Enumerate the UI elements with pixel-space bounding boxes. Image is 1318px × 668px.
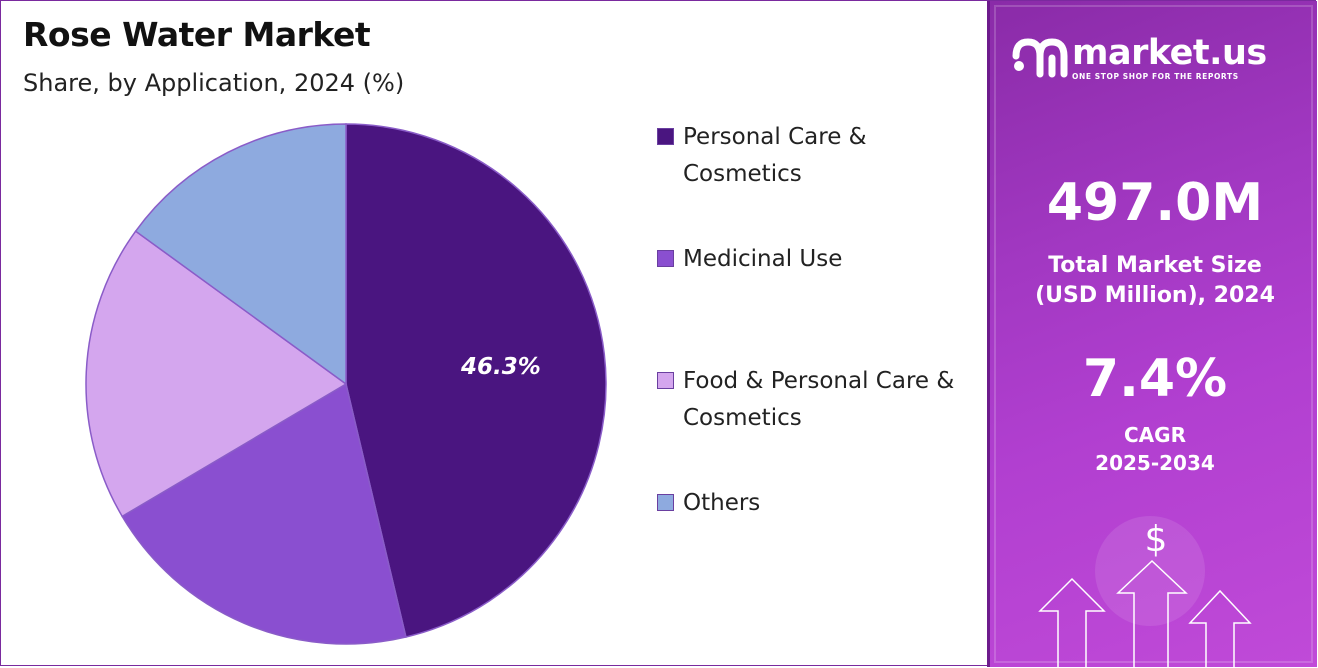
market-us-logo-icon xyxy=(1012,38,1068,78)
panel-inner-border xyxy=(994,5,1313,663)
pie-slice-personal-care-cosmetics xyxy=(345,123,607,638)
growth-arrows-decoration: $ xyxy=(1038,516,1252,667)
legend-label: Personal Care & Cosmetics xyxy=(683,124,867,187)
legend-item-medicinal-use: Medicinal Use xyxy=(657,241,968,278)
brand-text: market.us ONE STOP SHOP FOR THE REPORTS xyxy=(1072,35,1267,81)
legend-swatch xyxy=(657,250,674,267)
coin-shape xyxy=(1095,516,1205,626)
stats-panel: market.us ONE STOP SHOP FOR THE REPORTS … xyxy=(987,1,1317,667)
legend-item-food: Food & Personal Care & Cosmetics xyxy=(657,363,968,437)
pie-slice-food-personal-care-cosmetics xyxy=(85,230,348,518)
legend-item-others: Others xyxy=(657,485,968,522)
legend-swatch xyxy=(657,372,674,389)
chart-title: Rose Water Market xyxy=(23,15,371,54)
chart-panel: Rose Water Market Share, by Application,… xyxy=(1,1,986,667)
brand-logo: market.us ONE STOP SHOP FOR THE REPORTS xyxy=(1012,35,1267,81)
pie-slice-medicinal-use xyxy=(121,382,407,645)
market-size-label-line1: Total Market Size xyxy=(1048,253,1262,278)
chart-subtitle: Share, by Application, 2024 (%) xyxy=(23,69,405,97)
legend-label: Food & Personal Care & Cosmetics xyxy=(683,368,955,431)
legend-swatch xyxy=(657,494,674,511)
up-arrow-icon xyxy=(1038,577,1106,667)
up-arrow-icon xyxy=(1188,589,1252,667)
dollar-icon: $ xyxy=(1145,519,1168,560)
pie-data-label: 46.3% xyxy=(460,354,541,380)
cagr-label-line1: CAGR xyxy=(1124,423,1186,447)
brand-name: market.us xyxy=(1072,33,1267,73)
legend-item-personal-care: Personal Care & Cosmetics xyxy=(657,119,968,193)
legend-swatch xyxy=(657,128,674,145)
pie-slice-others xyxy=(134,123,347,386)
legend-label: Medicinal Use xyxy=(683,246,843,272)
pie-chart: 46.3% xyxy=(85,123,607,645)
legend-label: Others xyxy=(683,490,761,516)
cagr-value: 7.4% xyxy=(1082,349,1228,409)
market-size-label-line2: (USD Million), 2024 xyxy=(1035,283,1275,308)
brand-tagline: ONE STOP SHOP FOR THE REPORTS xyxy=(1072,72,1239,81)
cagr-label-line2: 2025-2034 xyxy=(1095,451,1215,475)
market-size-value: 497.0M xyxy=(1046,173,1264,233)
up-arrow-icon xyxy=(1116,559,1188,667)
